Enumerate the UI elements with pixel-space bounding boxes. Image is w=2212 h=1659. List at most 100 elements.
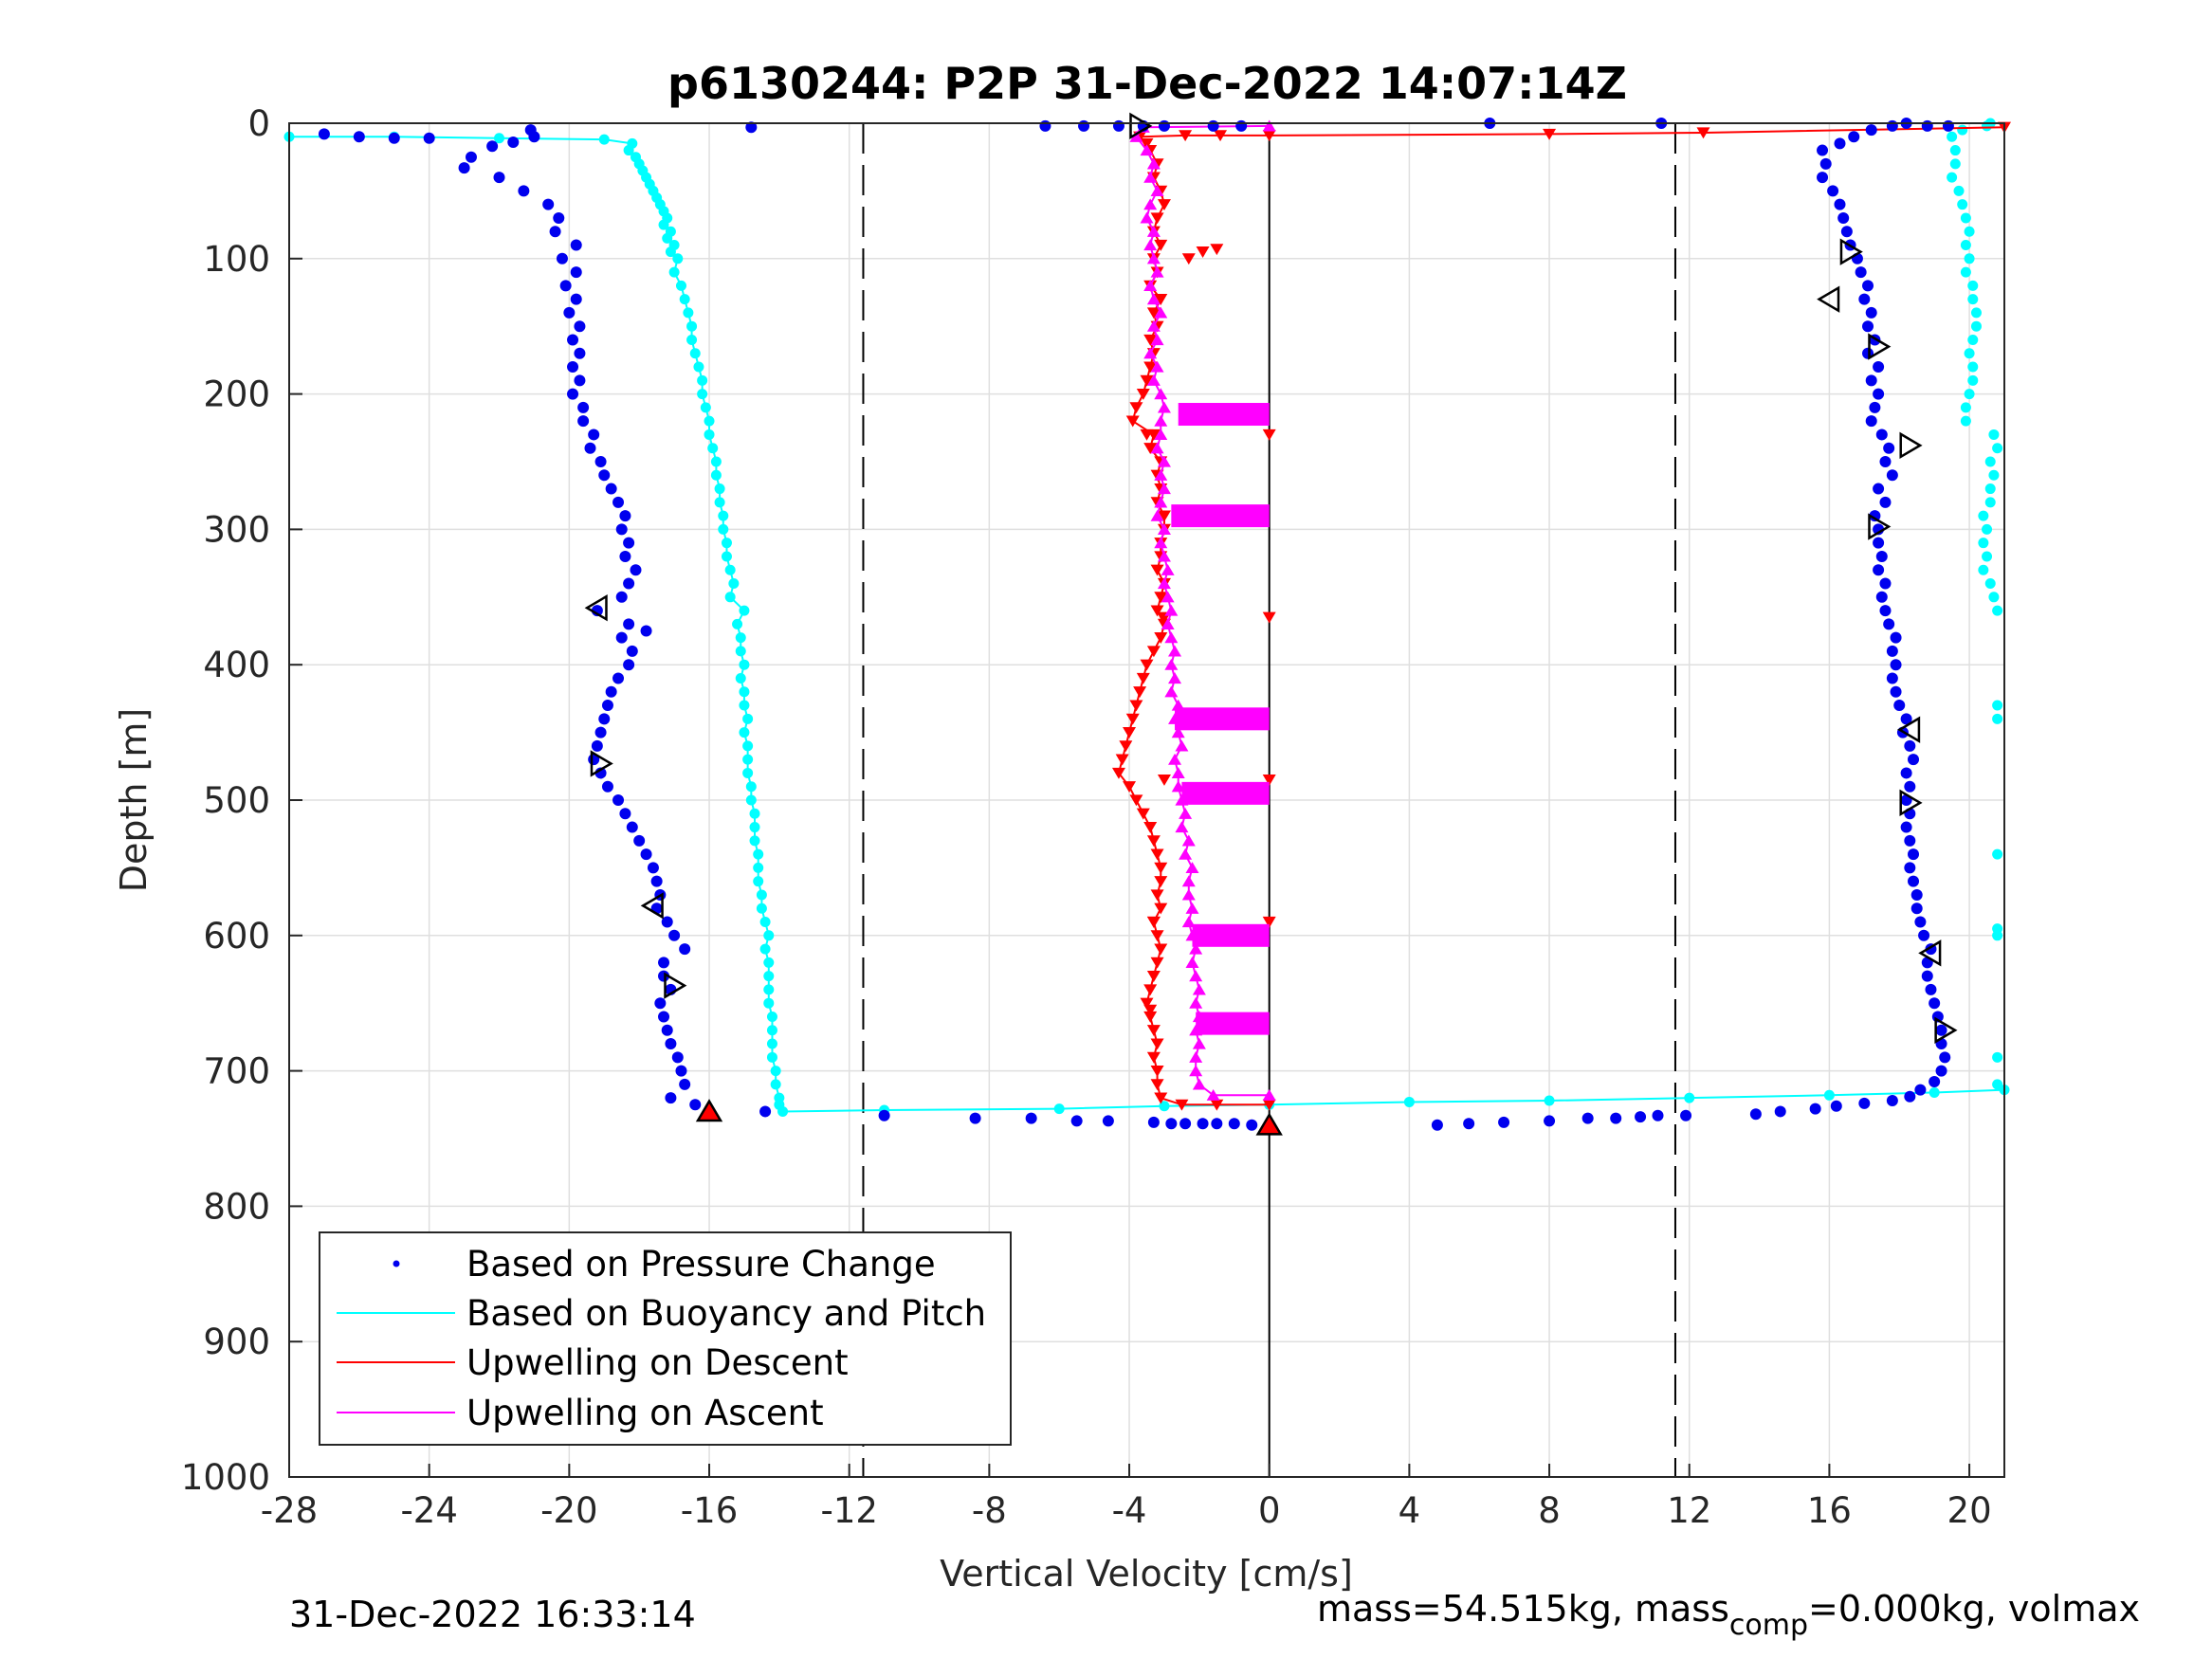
ascent-point [1181,834,1196,847]
legend-box [319,1231,1012,1446]
buoyancy-point [686,320,698,332]
chart-title: p6130244: P2P 31-Dec-2022 14:07:14Z [667,58,1627,109]
ascent-point [1154,428,1168,441]
ascent-point [1189,1051,1203,1063]
pressure-point [1875,428,1888,441]
pressure-point [1873,483,1885,495]
x-axis-label: Vertical Velocity [cm/s] [940,1553,1353,1595]
pressure-point [1228,1118,1240,1130]
pressure-point [1865,374,1877,387]
ascent-point [1189,970,1203,982]
pressure-point [626,645,638,657]
buoyancy-point [735,632,746,644]
pressure-point [1886,469,1898,482]
ascent-point [1150,442,1164,454]
buoyancy-point [763,957,775,968]
pressure-point [1865,415,1877,428]
buoyancy-point [1967,374,1979,386]
ascent-point [1168,753,1182,765]
ascent-point [1168,645,1182,657]
pressure-point [1862,320,1874,333]
open-triangle-marker [1918,939,1942,967]
open-triangle-marker [1817,285,1840,313]
descent-point [1150,930,1164,942]
pressure-point [553,211,565,224]
buoyancy-point [1992,848,2003,860]
pressure-point [598,469,611,482]
pressure-point [1827,185,1839,197]
ascent-point [1179,807,1193,819]
pressure-point [1900,767,1912,779]
buoyancy-point [1949,158,1961,170]
pressure-point [878,1109,890,1121]
legend-pressure-marker [393,1260,400,1267]
pressure-point [1908,754,1920,766]
descent-point [1150,957,1164,969]
pressure-point [1235,119,1248,132]
y-tick-label: 1000 [181,1457,270,1498]
buoyancy-point [770,1079,781,1090]
pressure-point [1858,1097,1871,1109]
buoyancy-point [675,280,686,291]
ascent-point [1185,902,1199,914]
ascent-point [1189,942,1203,955]
descent-point [1154,632,1168,644]
x-tick-label: 0 [1258,1490,1281,1531]
pressure-point [591,739,603,752]
descent-point [1136,808,1150,820]
pressure-point [594,726,607,738]
pressure-point [668,929,681,941]
buoyancy-point [1960,212,1971,224]
descent-point [1196,246,1210,258]
ascent-band [1196,1012,1270,1035]
buoyancy-point [1964,253,1975,264]
buoyancy-point [739,605,750,616]
open-triangle-marker [1934,1016,1958,1044]
ascent-point [1154,306,1168,319]
pressure-point [1908,875,1920,887]
buoyancy-point [756,889,767,901]
ascent-point [1185,957,1199,968]
marker-series [584,112,1958,1136]
buoyancy-point [623,145,634,156]
ascent-point [1181,916,1196,928]
buoyancy-point [1949,145,1961,156]
buoyancy-point [1823,1089,1835,1101]
pressure-point [1875,591,1888,603]
descent-point [1111,767,1125,779]
pressure-point [1817,172,1829,184]
buoyancy-point [1984,483,1996,495]
descent-point [1143,1004,1158,1016]
buoyancy-point [739,686,750,698]
open-triangle-marker [1899,431,1923,460]
descent-point [1123,781,1137,793]
pressure-point [318,128,330,140]
buoyancy-point [662,232,673,244]
buoyancy-point [742,740,754,752]
buoyancy-point [735,646,746,657]
pressure-point [528,131,540,143]
pressure-point [567,388,579,400]
ascent-point [1150,265,1164,278]
pressure-point [1246,1119,1258,1131]
buoyancy-point [598,134,610,145]
pressure-point [570,293,582,305]
y-tick-label: 300 [203,509,270,550]
x-tick-label: -16 [681,1490,738,1531]
descent-point [1150,1079,1164,1091]
pressure-point [1879,456,1892,467]
ascent-band [1171,504,1270,528]
buoyancy-point [1967,334,1979,345]
pressure-point [626,821,638,833]
pressure-point [658,957,670,969]
descent-point [1140,137,1154,150]
pressure-point [1883,618,1895,630]
pressure-point [1025,1112,1037,1124]
descent-point [1210,1099,1224,1111]
descent-point [1125,713,1140,725]
descent-point [1262,611,1276,624]
buoyancy-point [742,713,754,724]
pressure-point [1904,834,1916,847]
buoyancy-point [1960,240,1971,251]
